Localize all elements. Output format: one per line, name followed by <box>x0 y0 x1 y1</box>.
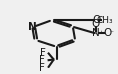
Text: N: N <box>92 28 100 38</box>
Text: F: F <box>39 63 45 73</box>
Text: N: N <box>28 22 37 32</box>
Text: F: F <box>40 48 46 58</box>
Text: +: + <box>98 30 103 35</box>
Text: F: F <box>39 55 45 65</box>
Text: O: O <box>103 28 112 38</box>
Text: ⁻: ⁻ <box>109 28 113 37</box>
Text: CH₃: CH₃ <box>96 16 113 25</box>
Text: O: O <box>92 19 100 29</box>
Text: O: O <box>92 15 101 25</box>
